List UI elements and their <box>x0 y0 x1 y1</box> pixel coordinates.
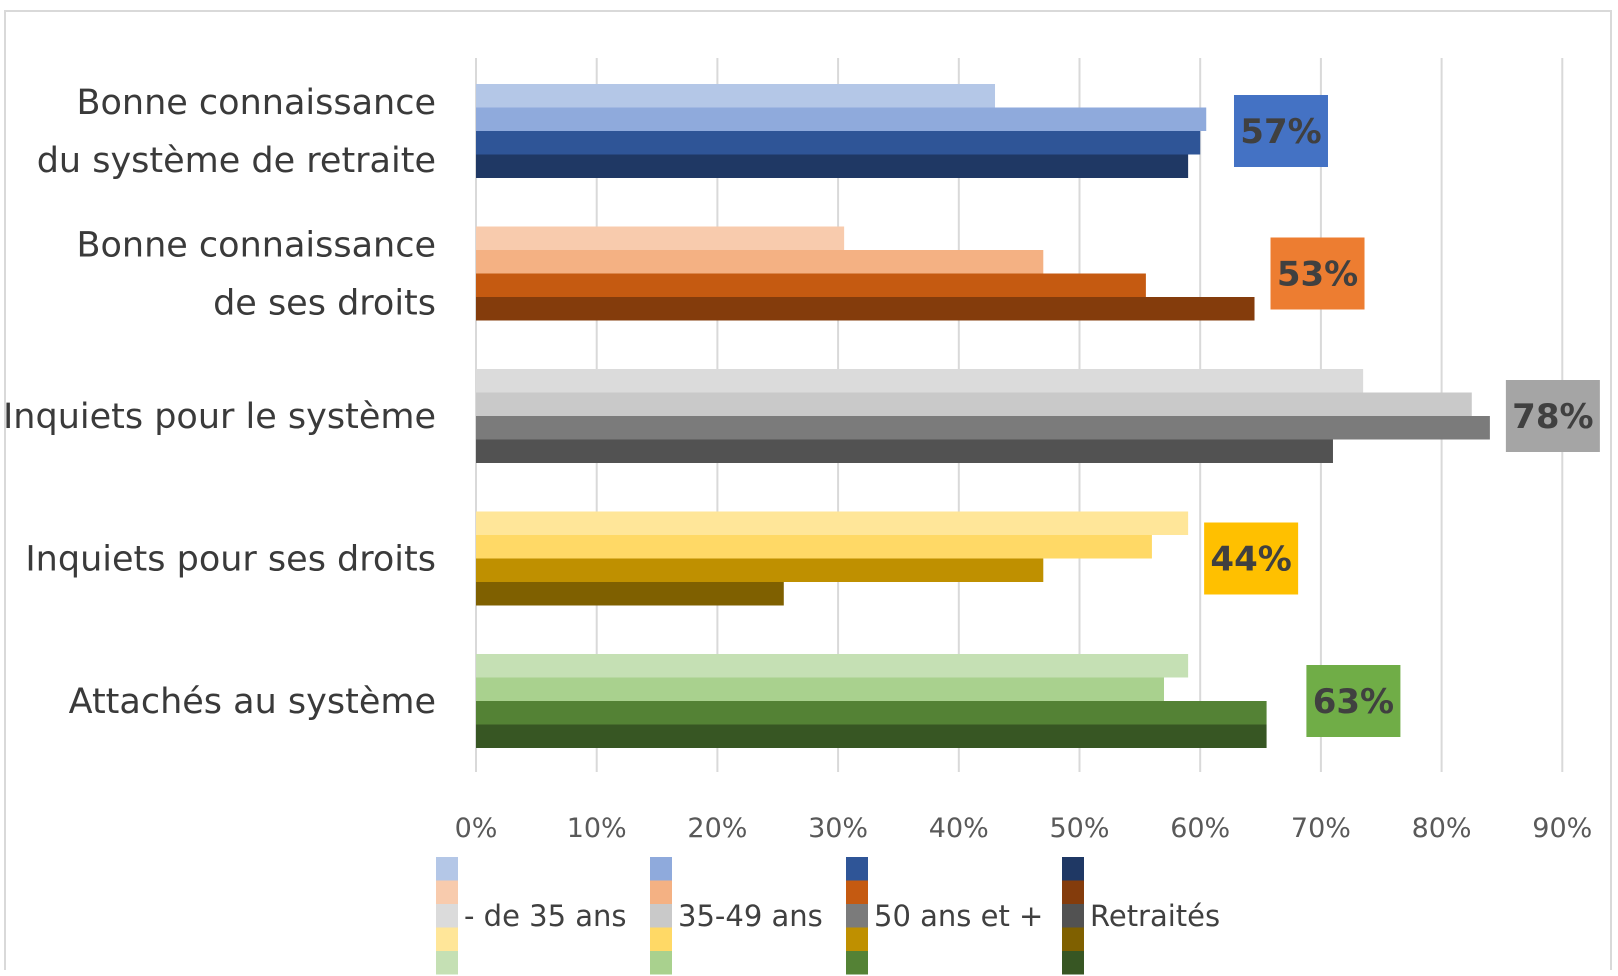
bar <box>476 273 1146 297</box>
bar <box>476 416 1490 440</box>
total-label: 44% <box>1210 540 1291 580</box>
bar <box>476 107 1207 131</box>
legend-swatch <box>650 927 672 951</box>
legend-swatch <box>846 927 868 951</box>
legend-swatch <box>436 880 458 904</box>
legend-label: Retraités <box>1090 899 1220 933</box>
total-box <box>1270 237 1365 310</box>
bar <box>476 369 1364 393</box>
legend-swatch <box>436 857 458 881</box>
total-box <box>1306 665 1401 737</box>
legend-label: 35-49 ans <box>678 899 823 933</box>
x-tick-label: 50% <box>1049 813 1109 844</box>
legend-swatch <box>650 951 672 975</box>
bar <box>476 582 784 606</box>
legend-swatch <box>846 857 868 881</box>
x-tick-label: 70% <box>1291 813 1351 844</box>
bar <box>476 558 1044 582</box>
bar <box>476 392 1472 416</box>
bar <box>476 250 1044 274</box>
legend-swatch <box>650 857 672 881</box>
legend-swatch <box>650 880 672 904</box>
category-label: Bonne connaissance <box>76 83 436 123</box>
bar <box>476 724 1267 748</box>
total-box <box>1505 380 1600 452</box>
bar <box>476 154 1189 178</box>
total-label: 57% <box>1240 112 1321 152</box>
total-labels: 57% 53% 78% 44% 63% <box>1204 95 1600 737</box>
total-label: 63% <box>1313 682 1394 722</box>
category-labels: Bonne connaissance du système de retraite… <box>3 83 436 722</box>
x-axis-tick-labels: 0% 10% 20% 30% 40% 50% 60% 70% 80% 90% <box>455 813 1593 844</box>
legend-swatch <box>846 880 868 904</box>
bar <box>476 677 1164 701</box>
legend-label: - de 35 ans <box>464 899 627 933</box>
legend-swatch <box>436 927 458 951</box>
bar <box>476 654 1189 678</box>
legend-swatch <box>650 904 672 928</box>
legend-swatch <box>1062 904 1084 928</box>
bars <box>476 84 1490 748</box>
total-label: 78% <box>1512 397 1593 437</box>
bar <box>476 511 1189 535</box>
chart-frame <box>4 10 1612 970</box>
total-box <box>1204 522 1299 595</box>
legend-swatch <box>436 951 458 975</box>
x-tick-label: 10% <box>567 813 627 844</box>
x-tick-label: 80% <box>1412 813 1472 844</box>
x-tick-label: 60% <box>1170 813 1230 844</box>
category-label: du système de retraite <box>37 141 436 181</box>
legend-swatch <box>436 904 458 928</box>
total-label: 53% <box>1277 255 1358 295</box>
legend-swatch <box>846 904 868 928</box>
category-label: Bonne connaissance <box>76 226 436 266</box>
legend-swatch <box>1062 880 1084 904</box>
legend-swatch <box>1062 857 1084 881</box>
x-tick-label: 30% <box>808 813 868 844</box>
x-tick-label: 20% <box>687 813 747 844</box>
bar <box>476 701 1267 725</box>
bar <box>476 297 1255 321</box>
x-tick-label: 0% <box>455 813 498 844</box>
legend-swatch <box>1062 927 1084 951</box>
legend-swatch <box>846 951 868 975</box>
legend-swatch <box>1062 951 1084 975</box>
bar <box>476 439 1333 463</box>
bar <box>476 84 996 108</box>
category-label: Attachés au système <box>69 682 436 722</box>
x-tick-label: 40% <box>929 813 989 844</box>
legend-label: 50 ans et + <box>874 899 1043 933</box>
category-label: de ses droits <box>213 284 436 324</box>
category-label: Inquiets pour ses droits <box>25 540 436 580</box>
bar <box>476 226 845 250</box>
total-box <box>1233 95 1328 167</box>
category-label: Inquiets pour le système <box>3 397 436 437</box>
legend: - de 35 ans 35-49 ans 50 ans et + Retraités <box>436 857 1220 975</box>
bar <box>476 131 1201 155</box>
x-tick-label: 90% <box>1532 813 1592 844</box>
bar <box>476 535 1152 559</box>
